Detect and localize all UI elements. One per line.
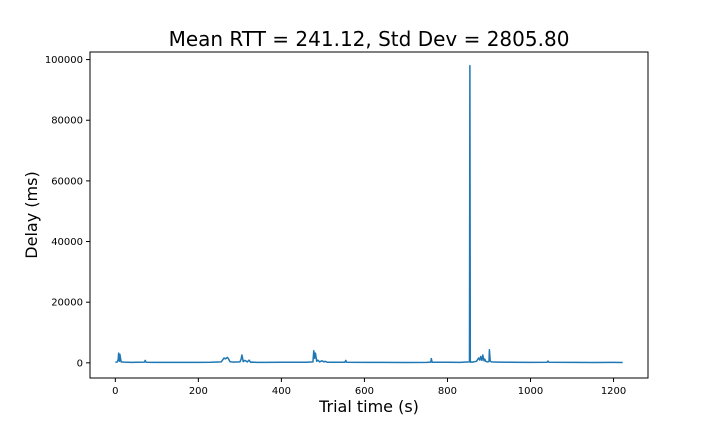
y-tick-label: 60000 [51,176,83,187]
x-tick-label: 400 [272,386,291,397]
series-line [115,64,623,364]
series-group [115,64,623,364]
x-tick-label: 600 [355,386,374,397]
x-axis-label: Trial time (s) [318,397,419,416]
x-axis: 0 200 400 600 800 1000 1200 [112,378,626,397]
plot-area [89,51,649,379]
y-tick-label: 0 [77,358,83,369]
y-tick-label: 100000 [45,55,83,66]
y-axis-label: Delay (ms) [22,171,41,258]
x-tick-label: 800 [438,386,457,397]
y-tick-label: 40000 [51,237,83,248]
y-tick-label: 80000 [51,116,83,127]
x-tick-label: 200 [189,386,208,397]
x-tick-label: 0 [112,386,118,397]
chart-title: Mean RTT = 241.12, Std Dev = 2805.80 [169,27,570,51]
x-tick-label: 1200 [601,386,626,397]
x-tick-label: 1000 [518,386,543,397]
y-axis: 0 20000 40000 60000 80000 100000 [45,55,90,369]
y-tick-label: 20000 [51,298,83,309]
